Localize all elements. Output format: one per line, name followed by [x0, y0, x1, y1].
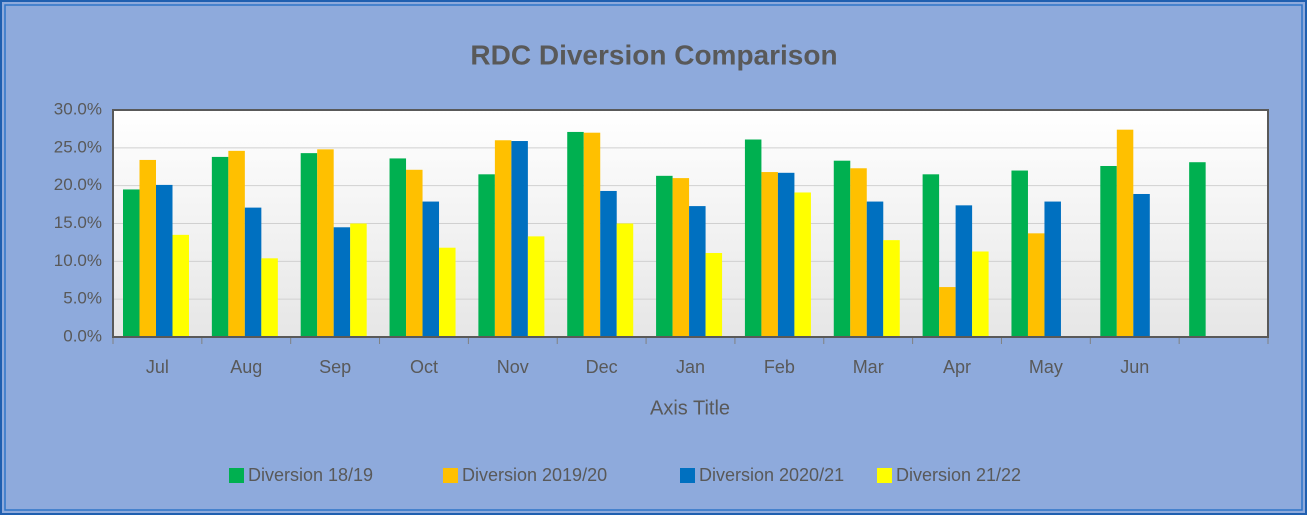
bar [139, 159, 156, 337]
bar [156, 184, 173, 337]
y-tick-label: 25.0% [54, 137, 102, 156]
x-tick-label: Dec [586, 357, 618, 377]
bar [922, 174, 940, 337]
bar [672, 178, 690, 337]
bar [583, 132, 601, 337]
bar [1133, 193, 1150, 337]
bar [389, 158, 407, 337]
bar [833, 160, 851, 337]
bar [567, 131, 584, 337]
bar [494, 140, 512, 337]
bar [866, 201, 884, 337]
bar [939, 287, 956, 337]
bar [883, 240, 900, 337]
bar [1027, 233, 1045, 337]
y-tick-label: 5.0% [63, 289, 102, 308]
chart-title: RDC Diversion Comparison [470, 39, 837, 70]
bar [261, 258, 278, 337]
bar [794, 192, 811, 337]
x-tick-label: Jan [676, 357, 705, 377]
bar [656, 175, 673, 337]
x-tick-label: Apr [943, 357, 971, 377]
bar [972, 251, 989, 337]
y-tick-label: 15.0% [54, 213, 102, 232]
bar [600, 190, 617, 337]
bar [761, 172, 778, 337]
bar [350, 223, 367, 337]
inner-border [4, 4, 1303, 511]
bar [228, 150, 245, 337]
y-tick-label: 30.0% [54, 99, 102, 118]
bar [172, 234, 189, 337]
x-tick-label: Nov [497, 357, 529, 377]
x-tick-label: Oct [410, 357, 438, 377]
legend-label: Diversion 2020/21 [699, 465, 844, 485]
bar [511, 141, 528, 337]
bar [777, 172, 795, 337]
legend-swatch [680, 468, 695, 483]
bar [1011, 170, 1028, 337]
bar [1189, 162, 1206, 337]
bar [1116, 129, 1134, 337]
bar [616, 223, 634, 337]
legend-label: Diversion 2019/20 [462, 465, 607, 485]
bar [211, 156, 229, 337]
bar [439, 247, 456, 337]
bar [850, 168, 867, 337]
y-tick-label: 20.0% [54, 175, 102, 194]
legend-swatch [877, 468, 892, 483]
x-tick-label: Aug [230, 357, 262, 377]
x-tick-label: Jul [146, 357, 169, 377]
bar [527, 236, 545, 337]
bar [689, 206, 706, 337]
bar [317, 149, 334, 337]
x-axis-title: Axis Title [650, 397, 730, 419]
bar [744, 139, 762, 337]
bar [1100, 165, 1117, 337]
bar [955, 205, 973, 337]
bar [1044, 201, 1061, 337]
legend-label: Diversion 21/22 [896, 465, 1021, 485]
bar [705, 253, 723, 337]
y-tick-label: 0.0% [63, 326, 102, 345]
bar [244, 207, 262, 337]
bar [422, 201, 440, 337]
legend-label: Diversion 18/19 [248, 465, 373, 485]
bar [300, 153, 318, 337]
legend-swatch [229, 468, 244, 483]
y-tick-label: 10.0% [54, 251, 102, 270]
x-tick-label: May [1029, 357, 1063, 377]
x-tick-label: Feb [764, 357, 795, 377]
legend-swatch [443, 468, 458, 483]
x-tick-label: Sep [319, 357, 351, 377]
bar [333, 227, 351, 337]
bar [123, 189, 140, 337]
x-tick-label: Jun [1120, 357, 1149, 377]
bar [406, 169, 423, 337]
plot-border [112, 109, 1269, 338]
bar [478, 174, 495, 337]
x-tick-label: Mar [853, 357, 884, 377]
